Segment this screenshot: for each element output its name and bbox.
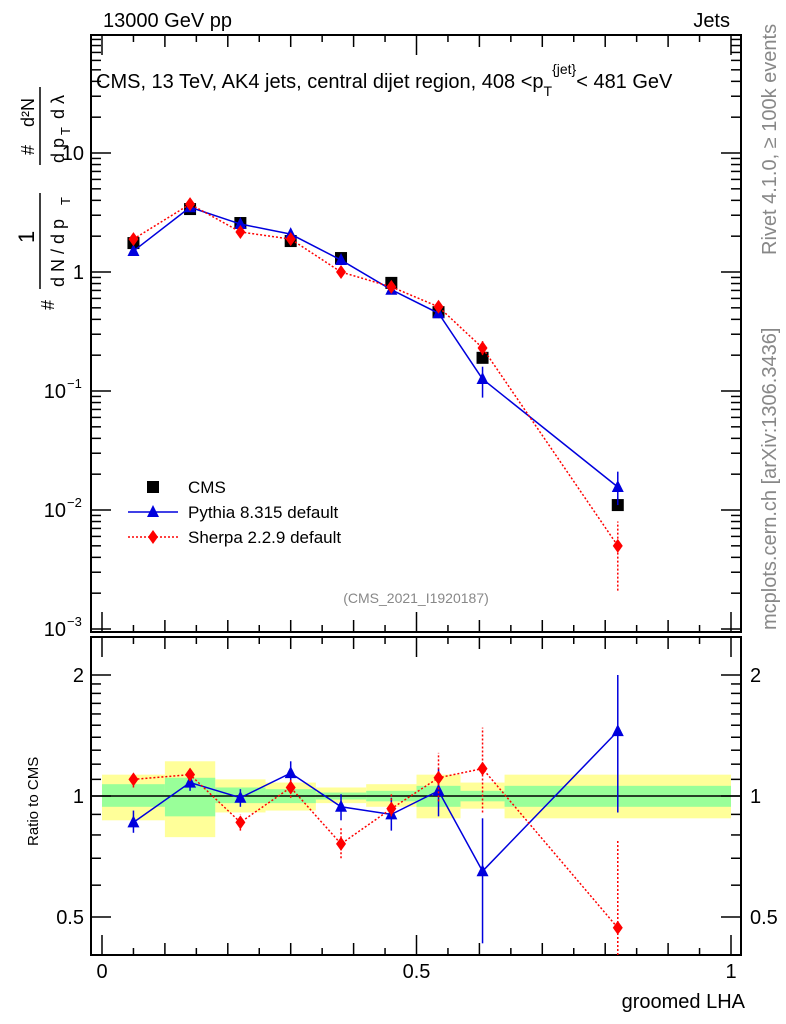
ratio-point xyxy=(235,815,246,830)
y-tick-label: 10 xyxy=(62,143,84,165)
ratio-point xyxy=(185,767,196,782)
ratio-point xyxy=(432,783,445,796)
y-tick-exponent: −1 xyxy=(67,376,82,391)
data-point xyxy=(185,197,196,212)
y-tick-label-right: 1 xyxy=(750,786,761,808)
y-axis-label: 1 d N / d p T # d²N d p Td λ # xyxy=(14,87,73,310)
ratio-point xyxy=(127,815,140,828)
y-label-part: d λ xyxy=(48,95,68,119)
y-label-part: d p xyxy=(48,138,68,163)
y-tick-label: 10 xyxy=(44,619,66,641)
y-tick-label: 10 xyxy=(44,500,66,522)
data-point xyxy=(127,244,140,257)
data-point xyxy=(476,351,489,364)
y-tick-label: 1 xyxy=(73,786,84,808)
ratio-y-axis-label: Ratio to CMS xyxy=(25,757,42,846)
data-point xyxy=(235,224,246,239)
legend-label: Sherpa 2.2.9 default xyxy=(188,528,341,547)
data-point xyxy=(234,217,247,230)
ratio-point xyxy=(477,761,488,776)
y-tick-label-right: 0.5 xyxy=(750,907,778,929)
ratio-panel: 2 2 1 1 0.5 0.5 0 0.5 1 groomed LHA Ratio to CMS xyxy=(25,636,778,1013)
ratio-point xyxy=(433,770,444,785)
data-point xyxy=(612,538,623,553)
y-label-part: d²N xyxy=(18,98,38,127)
header-left: 13000 GeV pp xyxy=(103,10,232,32)
ratio-point xyxy=(284,766,297,779)
data-point xyxy=(128,232,139,247)
ratio-point xyxy=(611,724,624,737)
data-point xyxy=(335,253,348,266)
legend-marker xyxy=(147,505,159,517)
data-point xyxy=(611,480,624,493)
x-axis-label: groomed LHA xyxy=(622,991,746,1013)
series-line-sherpa xyxy=(133,203,619,547)
y-tick-exponent: −2 xyxy=(67,495,82,510)
header-right: Jets xyxy=(693,10,730,32)
y-tick-label: 2 xyxy=(73,665,84,687)
data-point xyxy=(433,299,444,314)
data-point xyxy=(476,372,489,385)
ratio-point xyxy=(612,920,623,935)
x-tick-label: 1 xyxy=(725,961,736,983)
x-tick-label: 0.5 xyxy=(403,961,431,983)
series-line-pythia xyxy=(132,206,619,488)
ratio-point xyxy=(285,780,296,795)
legend-marker xyxy=(148,530,158,544)
y-label-part: T xyxy=(58,127,73,135)
y-tick-exponent: −3 xyxy=(67,614,82,629)
y-tick-label-right: 2 xyxy=(750,665,761,687)
ratio-point xyxy=(234,790,247,803)
ratio-point xyxy=(476,864,489,877)
x-tick-label: 0 xyxy=(96,961,107,983)
ratio-point xyxy=(336,836,347,851)
plot-title: CMS, 13 TeV, AK4 jets, central dijet reg… xyxy=(96,61,673,99)
y-label-part: 1 xyxy=(14,231,39,243)
legend-marker xyxy=(147,481,159,493)
legend-label: Pythia 8.315 default xyxy=(188,503,339,522)
analysis-label: (CMS_2021_I1920187) xyxy=(343,590,489,606)
y-label-part: # xyxy=(18,145,38,155)
data-point xyxy=(477,340,488,355)
ratio-point xyxy=(128,772,139,787)
data-point xyxy=(386,279,397,294)
rivet-label: Rivet 4.1.0, ≥ 100k events xyxy=(759,24,781,255)
ratio-point xyxy=(335,799,348,812)
y-label-part: # xyxy=(38,300,58,310)
y-tick-label: 10 xyxy=(44,381,66,403)
data-point xyxy=(285,232,296,247)
y-label-part: T xyxy=(58,197,73,205)
ratio-point xyxy=(386,801,397,816)
y-tick-label: 1 xyxy=(73,262,84,284)
y-tick-label: 0.5 xyxy=(56,907,84,929)
mcplots-label: mcplots.cern.ch [arXiv:1306.3436] xyxy=(759,328,781,630)
legend-label: CMS xyxy=(188,478,226,497)
data-point xyxy=(336,265,347,279)
y-label-part: d N / d p xyxy=(48,219,68,287)
